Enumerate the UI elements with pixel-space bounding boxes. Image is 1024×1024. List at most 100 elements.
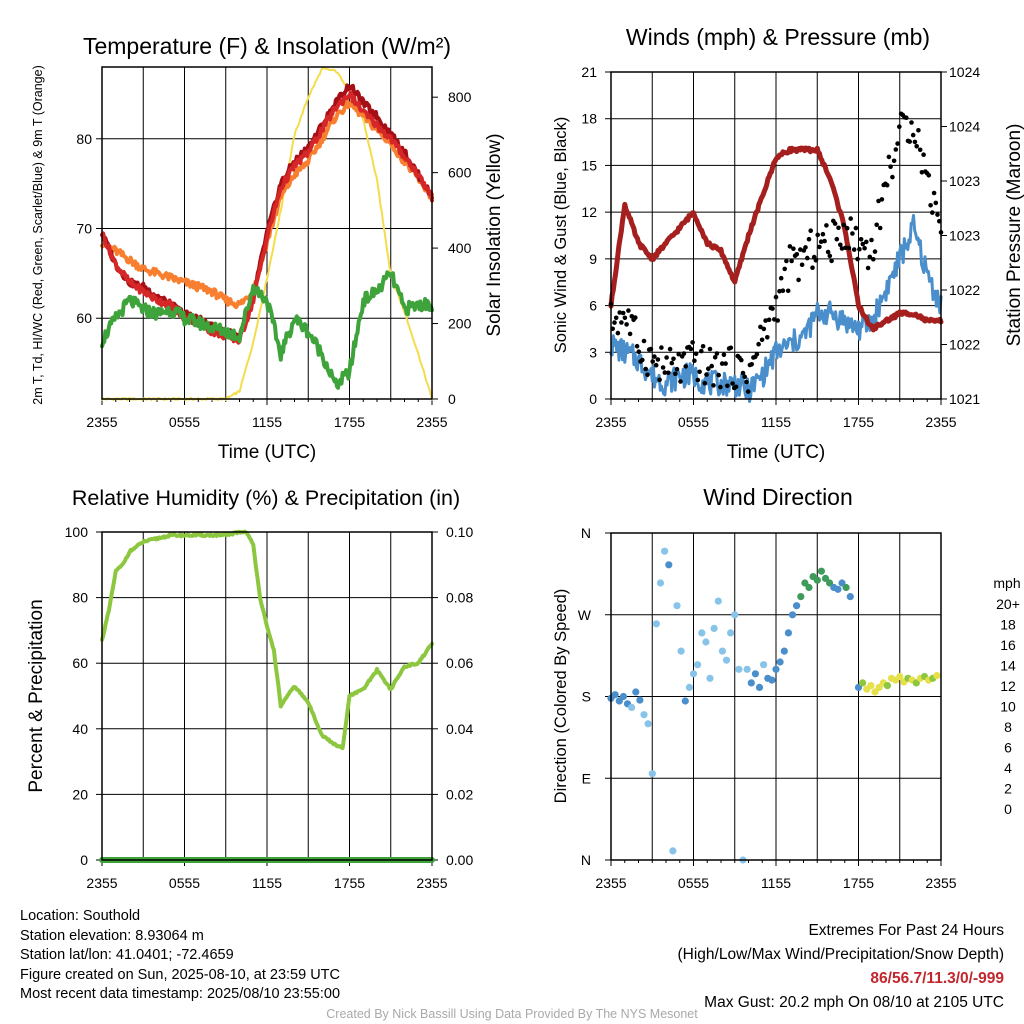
gust-point (921, 152, 926, 157)
temp-frame (101, 66, 433, 400)
direction-point (896, 672, 904, 681)
gust-point (645, 372, 650, 378)
rh-ytick-label-3: 60 (72, 655, 88, 671)
gust-point (839, 246, 845, 251)
direction-point (883, 682, 892, 690)
legend-label-7: 14 (1000, 658, 1016, 674)
legend-label-9: 18 (1000, 617, 1016, 633)
gust-point (879, 197, 885, 202)
gust-point (721, 352, 727, 358)
gust-point (695, 377, 701, 383)
direction-point (698, 629, 706, 637)
station-location: Location: Southold (20, 908, 141, 924)
gust-point (907, 139, 912, 144)
wind-ytick-label-5: 15 (581, 157, 597, 173)
wind-xtick-label-0: 2355 (595, 414, 626, 430)
direction-point (912, 679, 920, 687)
gust-point (780, 288, 786, 294)
direction-point (694, 661, 702, 669)
rh-ytick-label-5: 100 (65, 524, 89, 540)
gust-point (778, 275, 784, 281)
direction-point (640, 711, 648, 719)
gust-point (766, 317, 772, 323)
gust-point (650, 359, 655, 364)
station-latlon: Station lat/lon: 41.0401; -72.4659 (20, 947, 234, 963)
gust-point (763, 318, 768, 323)
gust-point (718, 384, 723, 390)
gust-point (613, 315, 619, 321)
temp-rtick-label-2: 400 (448, 240, 472, 256)
direction-point (731, 611, 739, 619)
legend-label-5: 10 (1000, 699, 1016, 715)
legend-label-0: 0 (1004, 801, 1012, 817)
gust-point (667, 346, 673, 352)
wind-ytick-label-4: 12 (581, 204, 597, 220)
gust-point (855, 256, 860, 262)
direction-point (632, 688, 640, 696)
direction-point (743, 665, 751, 673)
gust-point (666, 370, 671, 376)
direction-point (611, 691, 619, 699)
temp-xtick-label-4: 2355 (416, 414, 447, 430)
gust-point (862, 245, 867, 251)
gust-point (818, 239, 824, 244)
wind-xtick-label-4: 2355 (925, 414, 956, 430)
dir-frame (610, 532, 942, 861)
direction-point (867, 682, 875, 690)
rh-ytick-label-4: 80 (72, 590, 88, 606)
gust-point (653, 362, 659, 368)
gust-point (712, 355, 718, 360)
extremes-title: Extremes For Past 24 Hours (808, 922, 1004, 939)
direction-point (751, 670, 760, 678)
rh-ytick-label-1: 20 (72, 786, 88, 802)
direction-point (656, 579, 665, 587)
wind-xtick-label-1: 0555 (678, 414, 709, 430)
gust-point (711, 383, 716, 388)
dir-xtick-label-4: 2355 (925, 875, 956, 891)
figure-created: Figure created on Sun, 2025-08-10, at 23… (20, 966, 340, 983)
gust-point (676, 351, 681, 357)
gust-point (707, 346, 713, 352)
gust-point (872, 249, 878, 254)
gust-point (749, 362, 754, 367)
gust-point (761, 326, 767, 332)
gust-point (692, 358, 697, 364)
gust-point (829, 258, 834, 264)
gust-point (895, 141, 900, 146)
dir-title: Wind Direction (703, 484, 853, 510)
gust-point (739, 357, 744, 363)
wind-rtick-label-0: 1021 (949, 391, 980, 407)
gust-point (815, 232, 820, 238)
gust-point (824, 223, 829, 228)
rh-title: Relative Humidity (%) & Precipitation (i… (72, 486, 460, 510)
wind-xlabel: Time (UTC) (727, 442, 826, 463)
gust-point (926, 173, 932, 178)
direction-point (636, 696, 644, 704)
gust-point (773, 294, 779, 300)
gust-point (652, 354, 657, 359)
gust-point (897, 124, 902, 129)
gust-point (871, 257, 876, 262)
series-relative-humidity (100, 529, 434, 751)
rh-rtick-label-2: 0.04 (446, 721, 473, 737)
dir-ytick-label-4: N (581, 525, 591, 541)
temp-ytick-label-2: 80 (76, 131, 92, 147)
gust-point (745, 389, 751, 394)
gust-point (669, 360, 675, 366)
direction-point (710, 624, 718, 633)
gust-point (742, 374, 747, 380)
direction-point (669, 847, 677, 855)
gust-point (759, 337, 765, 343)
gust-point (914, 144, 919, 149)
gust-point (843, 245, 848, 251)
dir-ytick-label-2: S (582, 689, 591, 705)
gust-point (888, 164, 893, 169)
gust-point (909, 120, 914, 125)
direction-point (768, 676, 776, 684)
rh-rtick-label-3: 0.06 (446, 655, 473, 671)
gust-point (928, 203, 933, 208)
direction-point (780, 647, 788, 655)
gust-point (620, 310, 626, 316)
direction-point (797, 593, 805, 601)
